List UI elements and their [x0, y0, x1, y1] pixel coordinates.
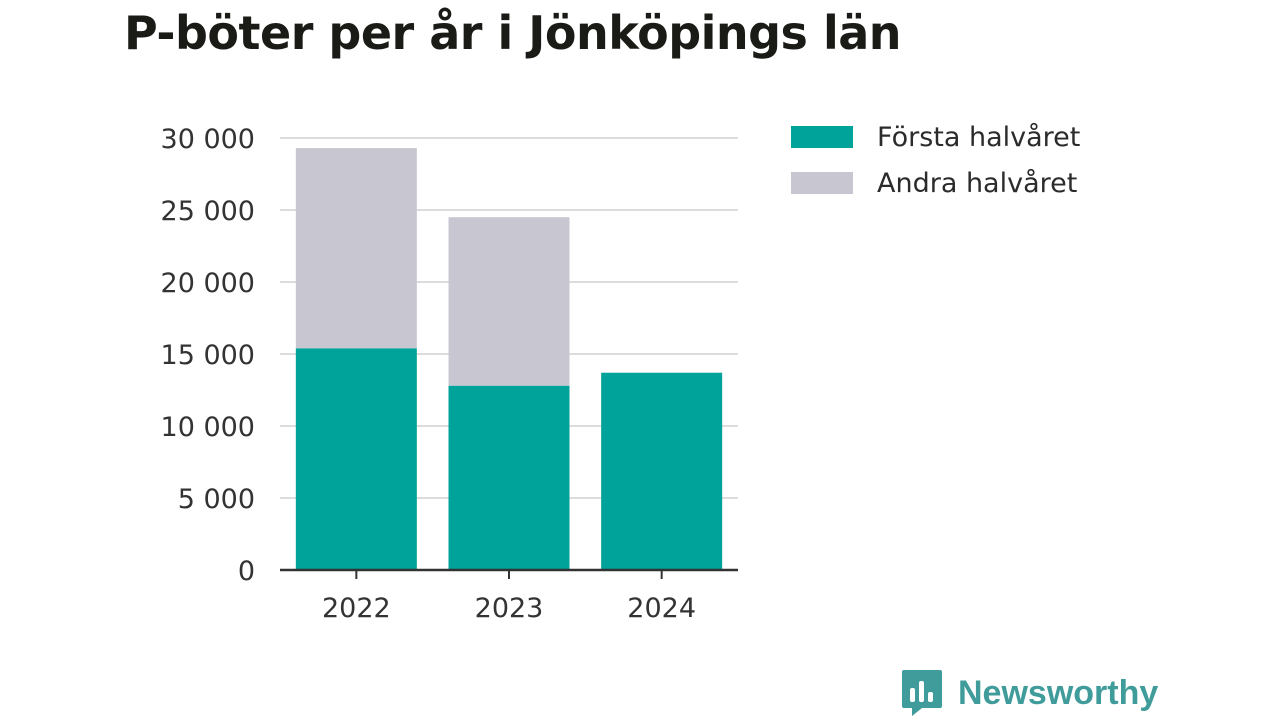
brand-logo: Newsworthy [900, 668, 1158, 718]
brand-name: Newsworthy [958, 673, 1159, 712]
legend-item-forsta-halvaret: Första halvåret [791, 114, 1080, 160]
y-tick-label: 25 000 [161, 196, 255, 227]
legend-label-forsta-halvaret: Första halvåret [877, 121, 1081, 153]
legend-item-andra-halvaret: Andra halvåret [791, 160, 1080, 206]
y-tick-label: 15 000 [161, 340, 255, 371]
x-tick-label: 2023 [475, 593, 544, 624]
chart-title: P-böter per år i Jönköpings län [124, 6, 902, 60]
legend: Första halvåret Andra halvåret [791, 114, 1080, 206]
bar-2022-series-1 [295, 348, 417, 570]
y-tick-label: 0 [238, 556, 255, 587]
x-tick-label: 2024 [627, 593, 696, 624]
newsworthy-logo-icon [902, 670, 942, 716]
y-tick-label: 30 000 [161, 124, 255, 155]
legend-swatch-forsta-halvaret [791, 126, 853, 148]
legend-label-andra-halvaret: Andra halvåret [877, 167, 1078, 199]
y-tick-label: 5 000 [178, 484, 255, 515]
bar-2022-series-2 [295, 148, 417, 349]
bar-2023-series-2 [448, 217, 570, 386]
bar-2023-series-1 [448, 385, 570, 570]
y-tick-label: 20 000 [161, 268, 255, 299]
x-tick-label: 2022 [322, 593, 391, 624]
bar-2024-series-1 [601, 372, 723, 570]
y-tick-label: 10 000 [161, 412, 255, 443]
legend-swatch-andra-halvaret [791, 172, 853, 194]
